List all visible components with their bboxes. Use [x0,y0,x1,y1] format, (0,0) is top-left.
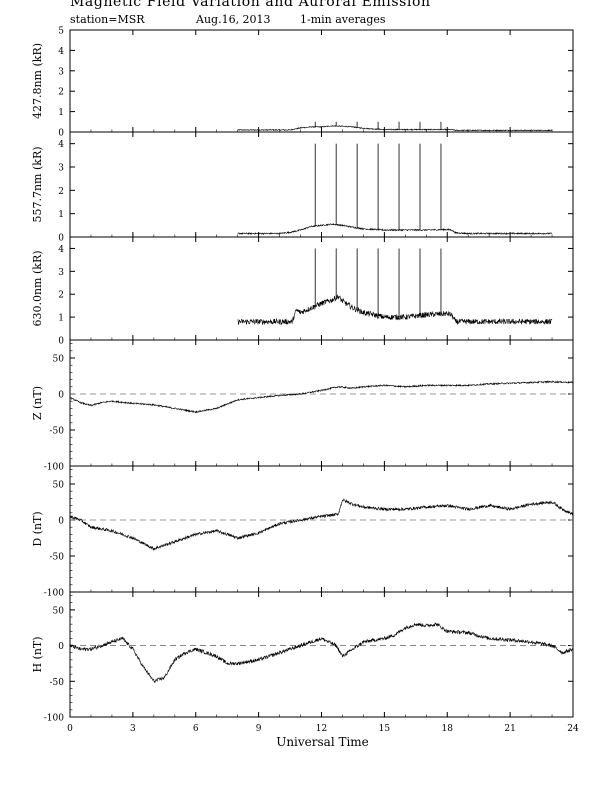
y-tick-label: 3 [58,164,64,174]
y-tick-label: 4 [58,245,64,255]
y-tick-label: 3 [58,268,64,278]
y-axis-label: Z (nT) [31,386,44,420]
y-tick-label: 0 [58,129,64,139]
panel-frame [69,465,574,593]
x-tick-label: 9 [256,724,262,734]
series-line [69,498,574,551]
y-tick-label: 2 [58,88,64,98]
y-axis-label: D (nT) [31,511,44,546]
series-line [237,294,553,326]
y-tick-label: 2 [58,187,64,197]
y-tick-label: 1 [58,210,64,220]
y-tick-label: 4 [58,140,64,150]
y-tick-label: -100 [44,589,64,599]
panel-frame [69,131,574,238]
y-tick-label: 0 [58,642,64,652]
y-tick-label: 50 [53,481,65,491]
x-tick-label: 3 [130,724,136,734]
panel-pD: -100 -50 0 50 D (nT) [31,465,574,599]
x-tick-label: 18 [442,724,454,734]
panel-frame [69,29,574,133]
y-tick-label: 0 [58,517,64,527]
y-tick-label: -50 [50,427,65,437]
panel-p4278: 0 1 2 3 4 5 427.8nm (kR) [31,27,574,139]
x-tick-label: 15 [379,724,391,734]
figure-header: Magnetic Field Variation and Auroral Emi… [0,0,612,30]
y-axis-label: 557.7nm (kR) [31,146,44,222]
series-line [237,222,553,236]
station-label: station=MSR [70,13,145,26]
date-label: Aug.16, 2013 [196,13,271,26]
x-axis-label: Universal Time [276,735,369,749]
x-tick-label: 21 [504,724,515,734]
y-axis-label: H (nT) [31,636,44,672]
y-tick-label: 0 [58,234,64,244]
series-line [69,380,574,414]
y-axis-label: 630.0nm (kR) [31,250,44,326]
y-tick-label: 5 [58,27,64,37]
x-tick-label: 12 [316,724,327,734]
panel-pH: -100 -50 0 50 H (nT) [31,591,574,724]
y-tick-label: -50 [50,553,65,563]
series-line [69,622,574,684]
y-tick-label: 50 [53,355,65,365]
x-tick-label: 24 [567,724,579,734]
y-tick-label: -100 [44,463,64,473]
panel-frame [69,339,574,467]
y-tick-label: 50 [53,606,65,616]
y-tick-label: -50 [50,678,65,688]
panel-pZ: -100 -50 0 50 Z (nT) [31,339,574,473]
x-tick-label: 6 [193,724,199,734]
y-tick-label: -100 [44,714,64,724]
y-axis-label: 427.8nm (kR) [31,43,44,119]
y-tick-label: 0 [58,337,64,347]
y-tick-label: 3 [58,67,64,77]
figure-title: Magnetic Field Variation and Auroral Emi… [70,0,431,10]
series-line [237,125,553,132]
y-tick-label: 1 [58,314,64,324]
panel-p6300: 0 1 2 3 4 630.0nm (kR) [31,236,574,347]
y-tick-label: 0 [58,391,64,401]
y-tick-label: 4 [58,47,64,57]
averaging-label: 1-min averages [300,13,386,26]
y-tick-label: 1 [58,108,64,118]
panel-frame [69,236,574,341]
panel-frame [69,591,574,718]
x-tick-label: 0 [67,724,73,734]
panel-p5577: 0 1 2 3 4 557.7nm (kR) [31,131,574,244]
y-tick-label: 2 [58,291,64,301]
